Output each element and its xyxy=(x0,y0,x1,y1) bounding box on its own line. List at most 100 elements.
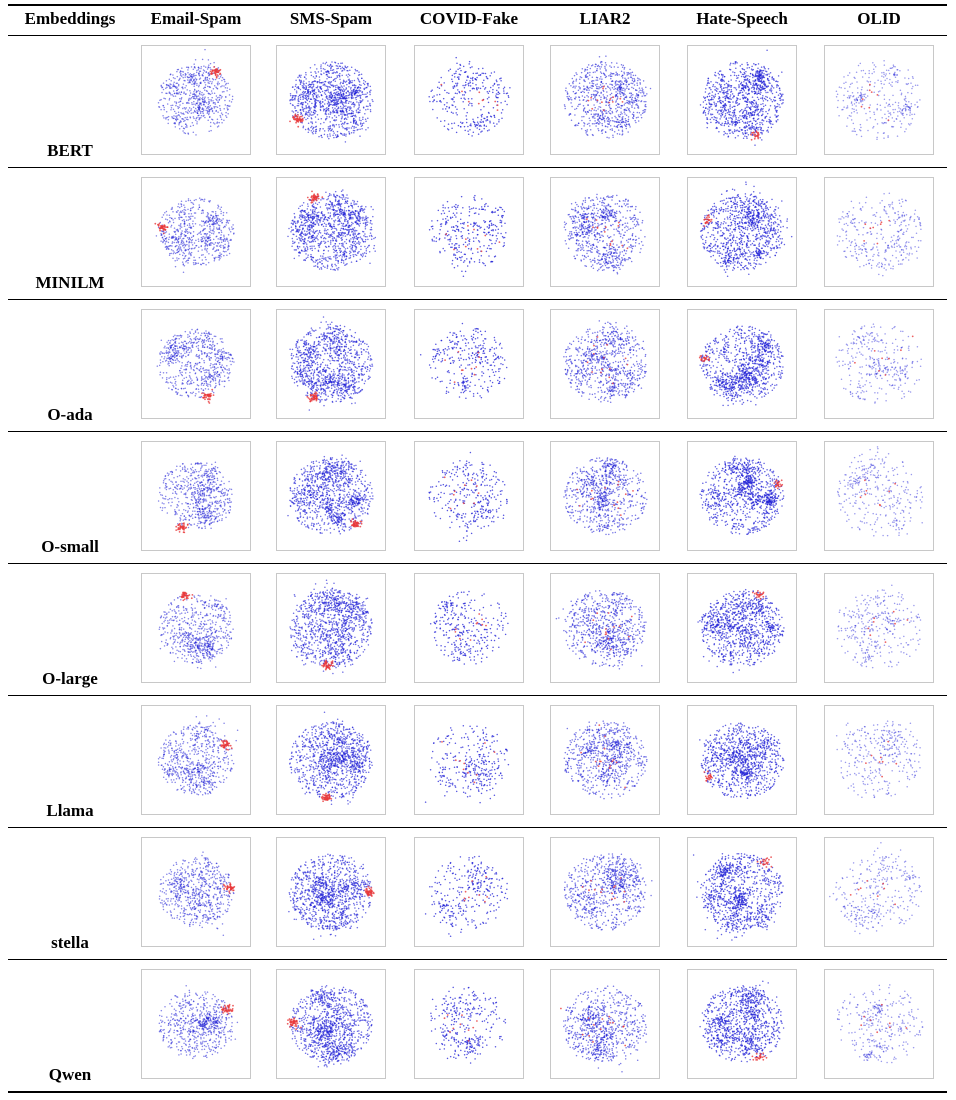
majority-points xyxy=(158,851,235,937)
tsne-panel-o-small-hate-speech xyxy=(687,441,797,551)
tsne-scatter xyxy=(288,853,375,940)
header-col-1: SMS-Spam xyxy=(266,9,396,29)
minority-points xyxy=(445,225,501,253)
tsne-scatter xyxy=(836,192,922,277)
tsne-panel-o-small-covid-fake xyxy=(414,441,524,551)
tsne-scatter xyxy=(429,590,509,665)
tsne-panel-o-large-olid xyxy=(824,573,934,683)
minority-points xyxy=(580,724,626,789)
row-rule xyxy=(8,959,947,960)
row-rule xyxy=(8,563,947,564)
minority-points xyxy=(209,66,222,79)
majority-points xyxy=(430,986,507,1064)
tsne-panel-qwen-hate-speech xyxy=(687,969,797,1079)
minority-points xyxy=(440,83,499,111)
row-label-stella: stella xyxy=(8,933,132,953)
tsne-scatter xyxy=(563,193,646,275)
tsne-panel-qwen-sms-spam xyxy=(276,969,386,1079)
tsne-panel-stella-sms-spam xyxy=(276,837,386,947)
minority-points xyxy=(443,1014,478,1042)
minority-points xyxy=(320,792,333,803)
row-label-minilm: MINILM xyxy=(8,273,132,293)
majority-points xyxy=(699,181,793,277)
minority-points xyxy=(175,522,189,534)
minority-points xyxy=(576,480,634,516)
tsne-panel-stella-hate-speech xyxy=(687,837,797,947)
tsne-panel-llama-covid-fake xyxy=(414,705,524,815)
majority-points xyxy=(563,55,652,139)
tsne-panel-llama-hate-speech xyxy=(687,705,797,815)
majority-points xyxy=(289,61,374,143)
majority-points xyxy=(429,590,509,665)
tsne-panel-o-ada-liar2 xyxy=(550,309,660,419)
tsne-scatter xyxy=(428,194,507,277)
row-rule xyxy=(8,695,947,696)
tsne-scatter xyxy=(836,446,924,537)
majority-points xyxy=(287,454,374,535)
majority-points xyxy=(836,984,924,1064)
majority-points xyxy=(287,189,377,271)
row-label-o-large: O-large xyxy=(8,669,132,689)
majority-points xyxy=(428,194,507,277)
minority-points xyxy=(220,739,233,751)
tsne-panel-llama-liar2 xyxy=(550,705,660,815)
minority-points xyxy=(703,214,713,228)
tsne-panel-bert-covid-fake xyxy=(414,45,524,155)
majority-points xyxy=(157,715,239,796)
minority-points xyxy=(586,336,629,385)
majority-points xyxy=(428,451,508,543)
tsne-panel-o-ada-covid-fake xyxy=(414,309,524,419)
minority-points xyxy=(463,875,488,903)
tsne-panel-minilm-liar2 xyxy=(550,177,660,287)
majority-points xyxy=(157,48,234,136)
tsne-panel-qwen-covid-fake xyxy=(414,969,524,1079)
majority-points xyxy=(157,461,233,530)
majority-points xyxy=(563,853,653,931)
tsne-scatter xyxy=(699,181,793,277)
tsne-scatter xyxy=(287,454,374,535)
tsne-panel-minilm-olid xyxy=(824,177,934,287)
majority-points xyxy=(563,985,648,1073)
minority-points xyxy=(751,1052,768,1061)
minority-points xyxy=(854,335,914,376)
majority-points xyxy=(692,853,784,941)
tsne-panel-stella-email-spam xyxy=(141,837,251,947)
majority-points xyxy=(835,720,921,799)
minority-points xyxy=(306,190,324,204)
row-rule xyxy=(8,431,947,432)
minority-points xyxy=(756,856,773,868)
tsne-scatter xyxy=(563,720,648,800)
majority-points xyxy=(835,323,922,404)
tsne-scatter xyxy=(158,591,234,670)
minority-points xyxy=(867,610,909,643)
tsne-scatter xyxy=(157,715,239,796)
tsne-scatter xyxy=(555,590,647,670)
majority-points xyxy=(424,855,509,938)
minority-points xyxy=(180,591,194,602)
row-label-llama: Llama xyxy=(8,801,132,821)
minority-points xyxy=(220,1003,234,1015)
tsne-panel-minilm-covid-fake xyxy=(414,177,524,287)
majority-points xyxy=(829,841,923,935)
tsne-scatter xyxy=(289,579,373,675)
minority-points xyxy=(441,741,496,784)
majority-points xyxy=(835,59,921,141)
minority-points xyxy=(581,877,626,903)
row-rule xyxy=(8,827,947,828)
tsne-scatter xyxy=(424,855,509,938)
majority-points xyxy=(288,853,372,940)
row-label-o-small: O-small xyxy=(8,537,132,557)
tsne-scatter xyxy=(836,584,922,669)
tsne-panel-stella-liar2 xyxy=(550,837,660,947)
tsne-scatter xyxy=(157,48,234,136)
tsne-panel-qwen-email-spam xyxy=(141,969,251,1079)
minority-points xyxy=(286,1017,302,1031)
tsne-scatter xyxy=(419,322,508,400)
majority-points xyxy=(836,584,922,669)
tsne-panel-bert-olid xyxy=(824,45,934,155)
tsne-scatter xyxy=(563,457,648,536)
tsne-panel-o-large-sms-spam xyxy=(276,573,386,683)
tsne-scatter xyxy=(829,841,923,935)
tsne-scatter xyxy=(289,61,374,143)
tsne-panel-o-ada-hate-speech xyxy=(687,309,797,419)
